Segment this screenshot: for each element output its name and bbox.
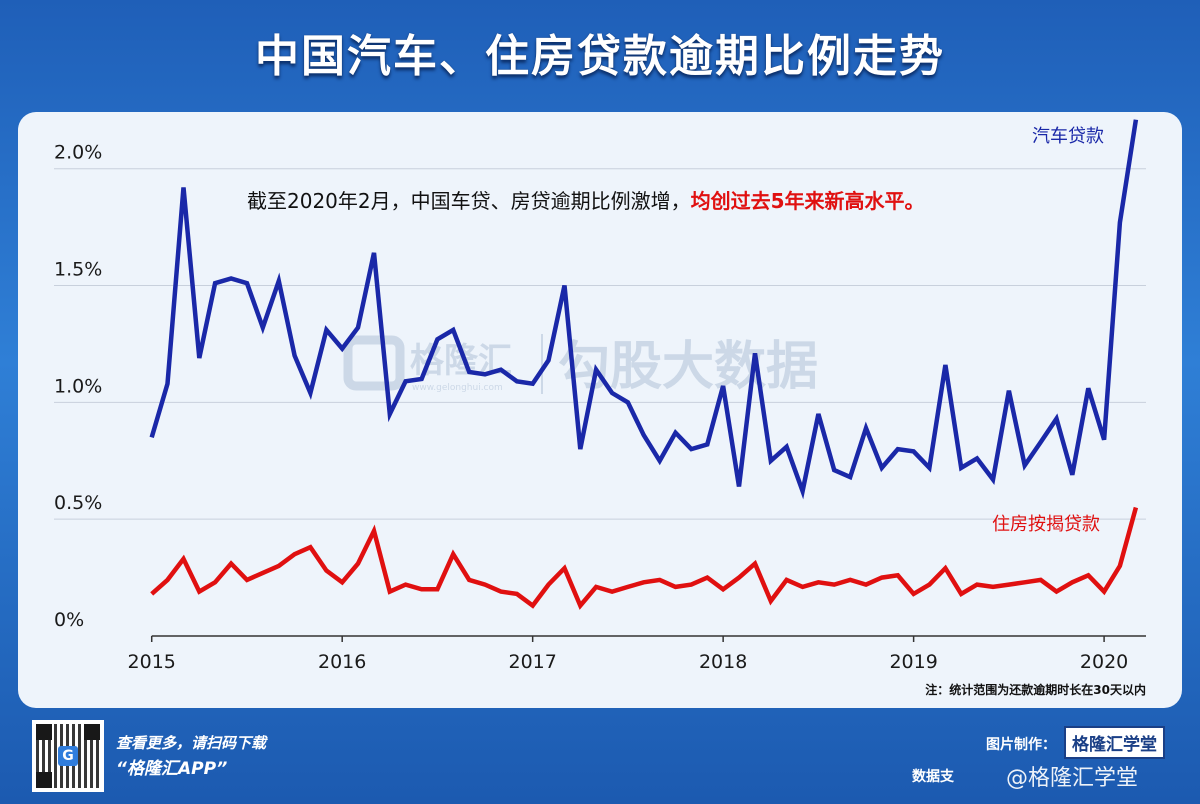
y-tick-label: 1.5% [54,259,102,281]
watermark: 格隆汇 www.gelonghui.com 勾股大数据 [343,334,818,397]
y-tick-label: 2.0% [54,142,102,164]
qr-code[interactable]: G [32,720,104,792]
made-by-brand: 格隆汇学堂 [1064,726,1165,759]
series [149,119,1139,610]
data-support-label: 数据支 [912,769,954,785]
annotation-text: 截至2020年2月，中国车贷、房贷逾期比例激增，均创过去5年来新高水平。 [247,189,925,213]
grid-lines [54,168,1146,520]
y-tick-label: 0% [54,609,84,631]
x-tick-label: 2019 [889,651,937,673]
page-title: 中国汽车、住房贷款逾期比例走势 [255,31,945,82]
download-prompt: 查看更多，请扫码下载 [116,734,267,752]
axes: 0% 0.5% 1.0% 1.5% 2.0% 2015 2016 2017 2018 2019 20… [54,142,1146,673]
x-tick-label: 2018 [699,651,747,673]
chart-note: 注：统计范围为还款逾期时长在30天以内 [925,682,1146,697]
x-tick-label: 2015 [128,651,176,673]
series-line-auto-loan [149,119,1139,500]
watermark-site: www.gelonghui.com [412,383,503,393]
x-tick-label: 2020 [1080,651,1128,673]
app-name: “格隆汇APP” [116,759,228,779]
watermark-logo-icon [343,335,405,391]
chart-panel [18,112,1182,708]
y-tick-label: 0.5% [54,492,102,514]
watermark-text: 勾股大数据 [558,337,818,397]
legend-label-auto-loan: 汽车贷款 [1032,126,1104,147]
legend-label-mortgage: 住房按揭贷款 [992,514,1100,535]
x-tick-label: 2016 [318,651,366,673]
annotation-red: 均创过去5年来新高水平。 [691,189,925,213]
footer: G 查看更多，请扫码下载 “格隆汇APP” 图片制作： 格隆汇学堂 数据支 @格… [0,712,1200,804]
series-line-mortgage [150,506,1139,610]
annotation-black: 截至2020年2月，中国车贷、房贷逾期比例激增， [247,189,691,213]
line-chart: 格隆汇 www.gelonghui.com 勾股大数据 0% 0.5% 1.0% 1.… [54,119,1146,697]
app-logo-icon: G [58,746,78,766]
made-by-label: 图片制作： [986,737,1056,753]
weibo-watermark: @格隆汇学堂 [1006,766,1139,791]
y-tick-label: 1.0% [54,375,102,397]
x-tick-label: 2017 [508,651,556,673]
